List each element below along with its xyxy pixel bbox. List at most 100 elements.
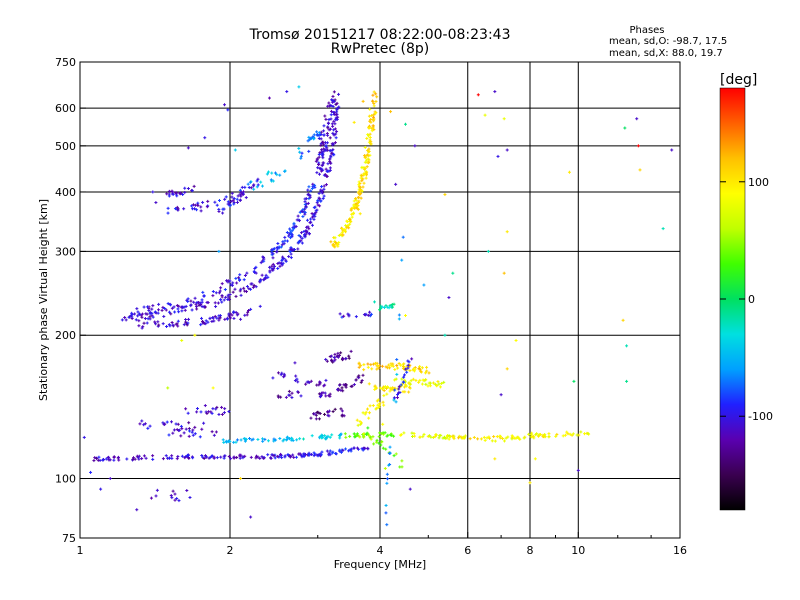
data-point: [341, 448, 345, 452]
data-point: [232, 455, 236, 459]
data-point: [124, 318, 128, 322]
data-point: [387, 363, 391, 367]
data-point: [332, 128, 336, 132]
data-point: [298, 437, 302, 441]
data-point: [360, 378, 364, 382]
data-point: [271, 262, 275, 266]
data-point: [340, 386, 344, 390]
data-point: [352, 446, 356, 450]
data-point: [337, 105, 341, 109]
data-point: [333, 98, 337, 102]
data-point: [328, 449, 332, 453]
data-point: [317, 191, 321, 195]
data-point: [397, 362, 401, 366]
data-point: [311, 184, 315, 188]
data-point: [324, 183, 328, 187]
data-point: [437, 436, 441, 440]
data-point: [201, 200, 205, 204]
data-point: [284, 258, 288, 262]
data-point: [223, 288, 227, 292]
data-point: [223, 317, 227, 321]
data-point: [302, 454, 306, 458]
data-point: [341, 357, 345, 361]
data-point: [226, 440, 230, 444]
data-point: [211, 290, 215, 294]
data-point: [243, 439, 247, 443]
stats-heading: Phases: [629, 25, 664, 36]
data-point: [142, 305, 146, 309]
data-point: [193, 296, 197, 300]
data-point: [314, 209, 318, 213]
data-point: [326, 133, 330, 137]
data-point: [214, 305, 218, 309]
data-point: [173, 498, 177, 502]
data-point: [279, 373, 283, 377]
data-point: [228, 293, 232, 297]
data-point: [312, 137, 316, 141]
data-point: [636, 144, 640, 148]
data-point: [292, 455, 296, 459]
data-point: [357, 183, 361, 187]
data-point: [138, 422, 142, 426]
data-point: [189, 303, 193, 307]
data-point: [189, 299, 193, 303]
data-point: [493, 457, 497, 461]
data-point: [442, 435, 446, 439]
data-point: [355, 446, 359, 450]
data-point: [154, 201, 158, 205]
data-point: [182, 323, 186, 327]
data-point: [303, 233, 307, 237]
data-point: [143, 317, 147, 321]
data-point: [326, 434, 330, 438]
data-point: [300, 151, 304, 155]
data-point: [304, 229, 308, 233]
data-point: [387, 463, 391, 467]
data-point: [271, 256, 275, 260]
data-point: [371, 404, 375, 408]
data-point: [173, 492, 177, 496]
data-point: [284, 395, 288, 399]
data-point: [304, 382, 308, 386]
data-point: [359, 422, 363, 426]
data-point: [195, 208, 199, 212]
data-point: [449, 435, 453, 439]
data-point: [406, 359, 410, 363]
data-point: [329, 161, 333, 165]
data-point: [576, 468, 580, 472]
data-point: [297, 85, 301, 89]
data-point: [368, 411, 372, 415]
data-point: [311, 215, 315, 219]
data-point: [561, 434, 565, 438]
data-point: [367, 114, 371, 118]
data-point: [258, 279, 262, 283]
data-point: [175, 194, 179, 198]
data-point: [223, 103, 227, 107]
data-point: [255, 185, 259, 189]
data-point: [420, 366, 424, 370]
data-point: [258, 304, 262, 308]
data-point: [313, 214, 317, 218]
data-point: [137, 319, 141, 323]
data-point: [312, 206, 316, 210]
data-point: [365, 136, 369, 140]
data-point: [272, 439, 276, 443]
data-point: [332, 244, 336, 248]
data-point: [193, 333, 197, 337]
data-point: [167, 189, 171, 193]
data-point: [331, 410, 335, 414]
data-point: [370, 114, 374, 118]
data-point: [333, 122, 337, 126]
data-point: [211, 454, 215, 458]
data-point: [486, 249, 490, 253]
data-point: [201, 290, 205, 294]
data-point: [192, 184, 196, 188]
data-point: [388, 304, 392, 308]
data-point: [208, 316, 212, 320]
data-point: [372, 128, 376, 132]
data-point: [263, 437, 267, 441]
data-point: [206, 320, 210, 324]
data-point: [261, 439, 265, 443]
data-point: [420, 382, 424, 386]
data-point: [234, 276, 238, 280]
data-point: [322, 161, 326, 165]
